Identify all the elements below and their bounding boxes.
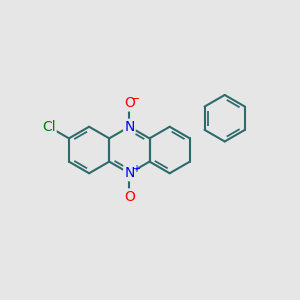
Text: O: O xyxy=(124,190,135,203)
Text: O: O xyxy=(124,97,135,110)
Circle shape xyxy=(124,121,135,133)
Circle shape xyxy=(124,167,135,179)
Text: Cl: Cl xyxy=(42,120,56,134)
Text: N: N xyxy=(124,120,135,134)
Circle shape xyxy=(124,190,135,202)
Text: −: − xyxy=(131,94,141,104)
Circle shape xyxy=(42,120,55,133)
Circle shape xyxy=(124,98,135,110)
Text: N: N xyxy=(124,166,135,180)
Text: +: + xyxy=(132,164,140,173)
